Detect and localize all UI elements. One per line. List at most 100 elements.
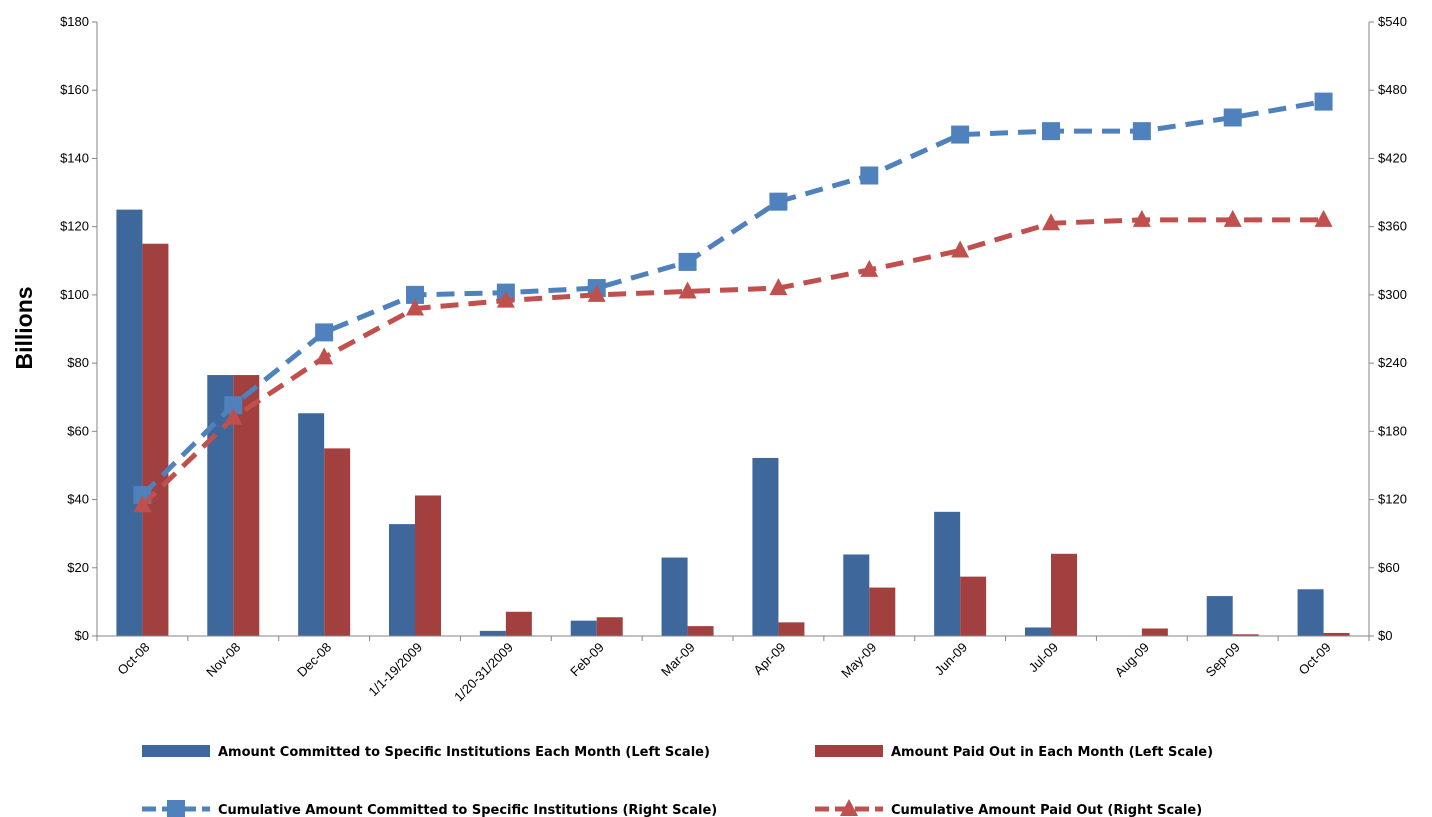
x-tick-label-5: Feb-09 [567,640,607,680]
point-cumulative-paid-11 [1132,209,1151,227]
bar-paid-7 [778,622,805,636]
bar-paid-8 [869,587,896,636]
point-cumulative-paid-12 [1223,209,1242,227]
point-cumulative-paid-13 [1314,209,1333,227]
bar-committed-1 [207,375,234,636]
y-axis-label: Billions [11,286,37,369]
bar-committed-2 [298,413,325,636]
point-cumulative-paid-1 [224,407,243,425]
point-cumulative-committed-1 [224,396,243,415]
y-tick-left-label-6: $120 [60,219,89,234]
x-tick-label-4: 1/20-31/2009 [451,640,516,705]
bar-paid-2 [324,448,351,636]
legend-item-3: Cumulative Amount Paid Out (Right Scale) [815,799,1202,817]
legend-item-2: Cumulative Amount Committed to Specific … [142,800,717,817]
bar-committed-4 [479,630,506,636]
y-tick-right-label-9: $540 [1378,14,1407,29]
x-tick-label-8: May-09 [838,640,879,681]
y-tick-left-label-5: $100 [60,287,89,302]
point-cumulative-committed-10 [1042,122,1060,141]
bars-layer [116,209,1350,636]
point-cumulative-committed-6 [678,252,697,271]
bar-committed-13 [1297,589,1324,636]
bar-committed-7 [752,457,779,636]
x-tick-label-10: Jul-09 [1025,640,1061,676]
point-cumulative-committed-13 [1314,92,1333,111]
x-tick-label-2: Dec-08 [294,640,334,680]
y-tick-left-label-4: $80 [67,355,89,370]
bar-paid-12 [1232,634,1259,636]
line-cumulative-committed [140,99,1325,497]
bar-paid-1 [233,375,260,636]
point-cumulative-paid-3 [406,298,424,316]
bar-paid-5 [596,617,623,636]
point-cumulative-committed-11 [1132,122,1151,141]
bar-committed-8 [843,554,870,636]
point-cumulative-committed-3 [406,285,424,304]
lines-layer [133,92,1333,513]
y-tick-right-label-1: $60 [1378,560,1400,575]
bar-paid-11 [1141,628,1168,636]
point-cumulative-paid-9 [951,240,970,258]
bar-paid-6 [687,626,714,636]
y-tick-right-label-4: $240 [1378,355,1407,370]
bar-committed-6 [661,557,688,636]
point-cumulative-committed-12 [1223,108,1242,127]
y-tick-left-label-9: $180 [60,14,89,29]
bar-paid-13 [1323,632,1350,636]
y-tick-left-label-2: $40 [67,492,89,507]
y-tick-right-label-8: $480 [1378,82,1407,97]
bar-committed-3 [389,524,415,636]
line-cumulative-paid [140,217,1324,508]
bar-committed-10 [1025,627,1051,636]
point-cumulative-paid-0 [133,495,152,513]
bar-paid-0 [142,243,169,636]
point-cumulative-paid-2 [315,347,334,365]
point-cumulative-committed-2 [315,323,334,342]
y-tick-right-label-5: $300 [1378,287,1407,302]
x-tick-label-7: Apr-09 [750,640,788,678]
y-tick-right-label-3: $180 [1378,423,1407,438]
point-cumulative-paid-7 [769,278,788,296]
bar-committed-9 [934,511,961,636]
legend-marker-2 [167,800,185,817]
legend-swatch-0 [142,745,210,757]
y-tick-right-label-2: $120 [1378,492,1407,507]
legend-label-2: Cumulative Amount Committed to Specific … [218,803,717,817]
legend-label-1: Amount Paid Out in Each Month (Left Scal… [891,745,1213,760]
legend: Amount Committed to Specific Institution… [142,745,1213,817]
y-tick-left-label-0: $0 [75,628,89,643]
y-tick-right-label-0: $0 [1378,628,1392,643]
point-cumulative-committed-7 [769,192,788,211]
legend-item-0: Amount Committed to Specific Institution… [142,745,710,760]
legend-label-0: Amount Committed to Specific Institution… [218,745,710,760]
bar-committed-5 [570,620,597,636]
bar-committed-12 [1206,596,1233,636]
bar-paid-9 [960,576,987,636]
x-tick-label-12: Sep-09 [1203,640,1243,680]
x-tick-label-6: Mar-09 [658,640,698,680]
point-cumulative-paid-10 [1042,213,1060,231]
x-tick-label-9: Jun-09 [932,640,971,679]
x-tick-label-3: 1/1-19/2009 [365,640,425,700]
y-tick-left-label-1: $20 [67,560,89,575]
legend-label-3: Cumulative Amount Paid Out (Right Scale) [891,803,1202,817]
bar-paid-3 [415,495,441,636]
y-tick-left-label-8: $160 [60,82,89,97]
x-tick-label-11: Aug-09 [1112,640,1152,680]
y-tick-left-label-7: $140 [60,150,89,165]
bar-committed-0 [116,209,143,636]
point-cumulative-committed-9 [951,125,970,144]
y-tick-left-label-3: $60 [67,423,89,438]
x-tick-label-1: Nov-08 [203,640,243,680]
point-cumulative-paid-6 [678,281,697,299]
legend-swatch-1 [815,745,883,757]
point-cumulative-paid-4 [496,290,515,308]
point-cumulative-paid-5 [587,284,606,302]
x-tick-label-13: Oct-09 [1295,640,1333,678]
x-tick-label-0: Oct-08 [114,640,152,678]
point-cumulative-paid-8 [860,259,879,277]
point-cumulative-committed-8 [860,166,879,185]
legend-marker-3 [840,799,858,816]
